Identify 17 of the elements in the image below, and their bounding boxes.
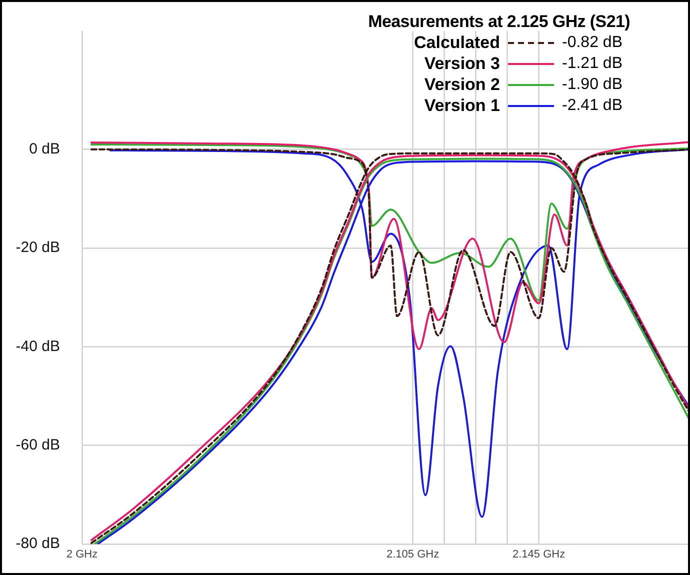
y-tick-label: -20 dB [16, 239, 60, 256]
legend-label: Version 3 [424, 54, 500, 74]
y-tick-label: -60 dB [16, 436, 60, 454]
annotation: -0.82 dB [562, 34, 624, 52]
legend-label: Version 1 [424, 96, 500, 116]
annotation: -1.21 dB [562, 54, 624, 72]
annotation: -1.90 dB [562, 76, 624, 94]
annotation: -2.41 dB [562, 96, 624, 114]
legend-title: Measurements at 2.125 GHz (S21) [368, 12, 630, 32]
x-tick-label: 2 GHz [66, 548, 98, 561]
x-tick-label: 2.145 GHz [512, 548, 566, 561]
y-tick-label: -80 dB [16, 535, 60, 552]
legend-label: Calculated [414, 32, 500, 52]
x-tick-label: 2.105 GHz [386, 548, 440, 561]
y-tick-label: -40 dB [16, 338, 60, 355]
legend-label: Version 2 [424, 74, 500, 94]
y-tick-label: 0 dB [29, 140, 60, 158]
